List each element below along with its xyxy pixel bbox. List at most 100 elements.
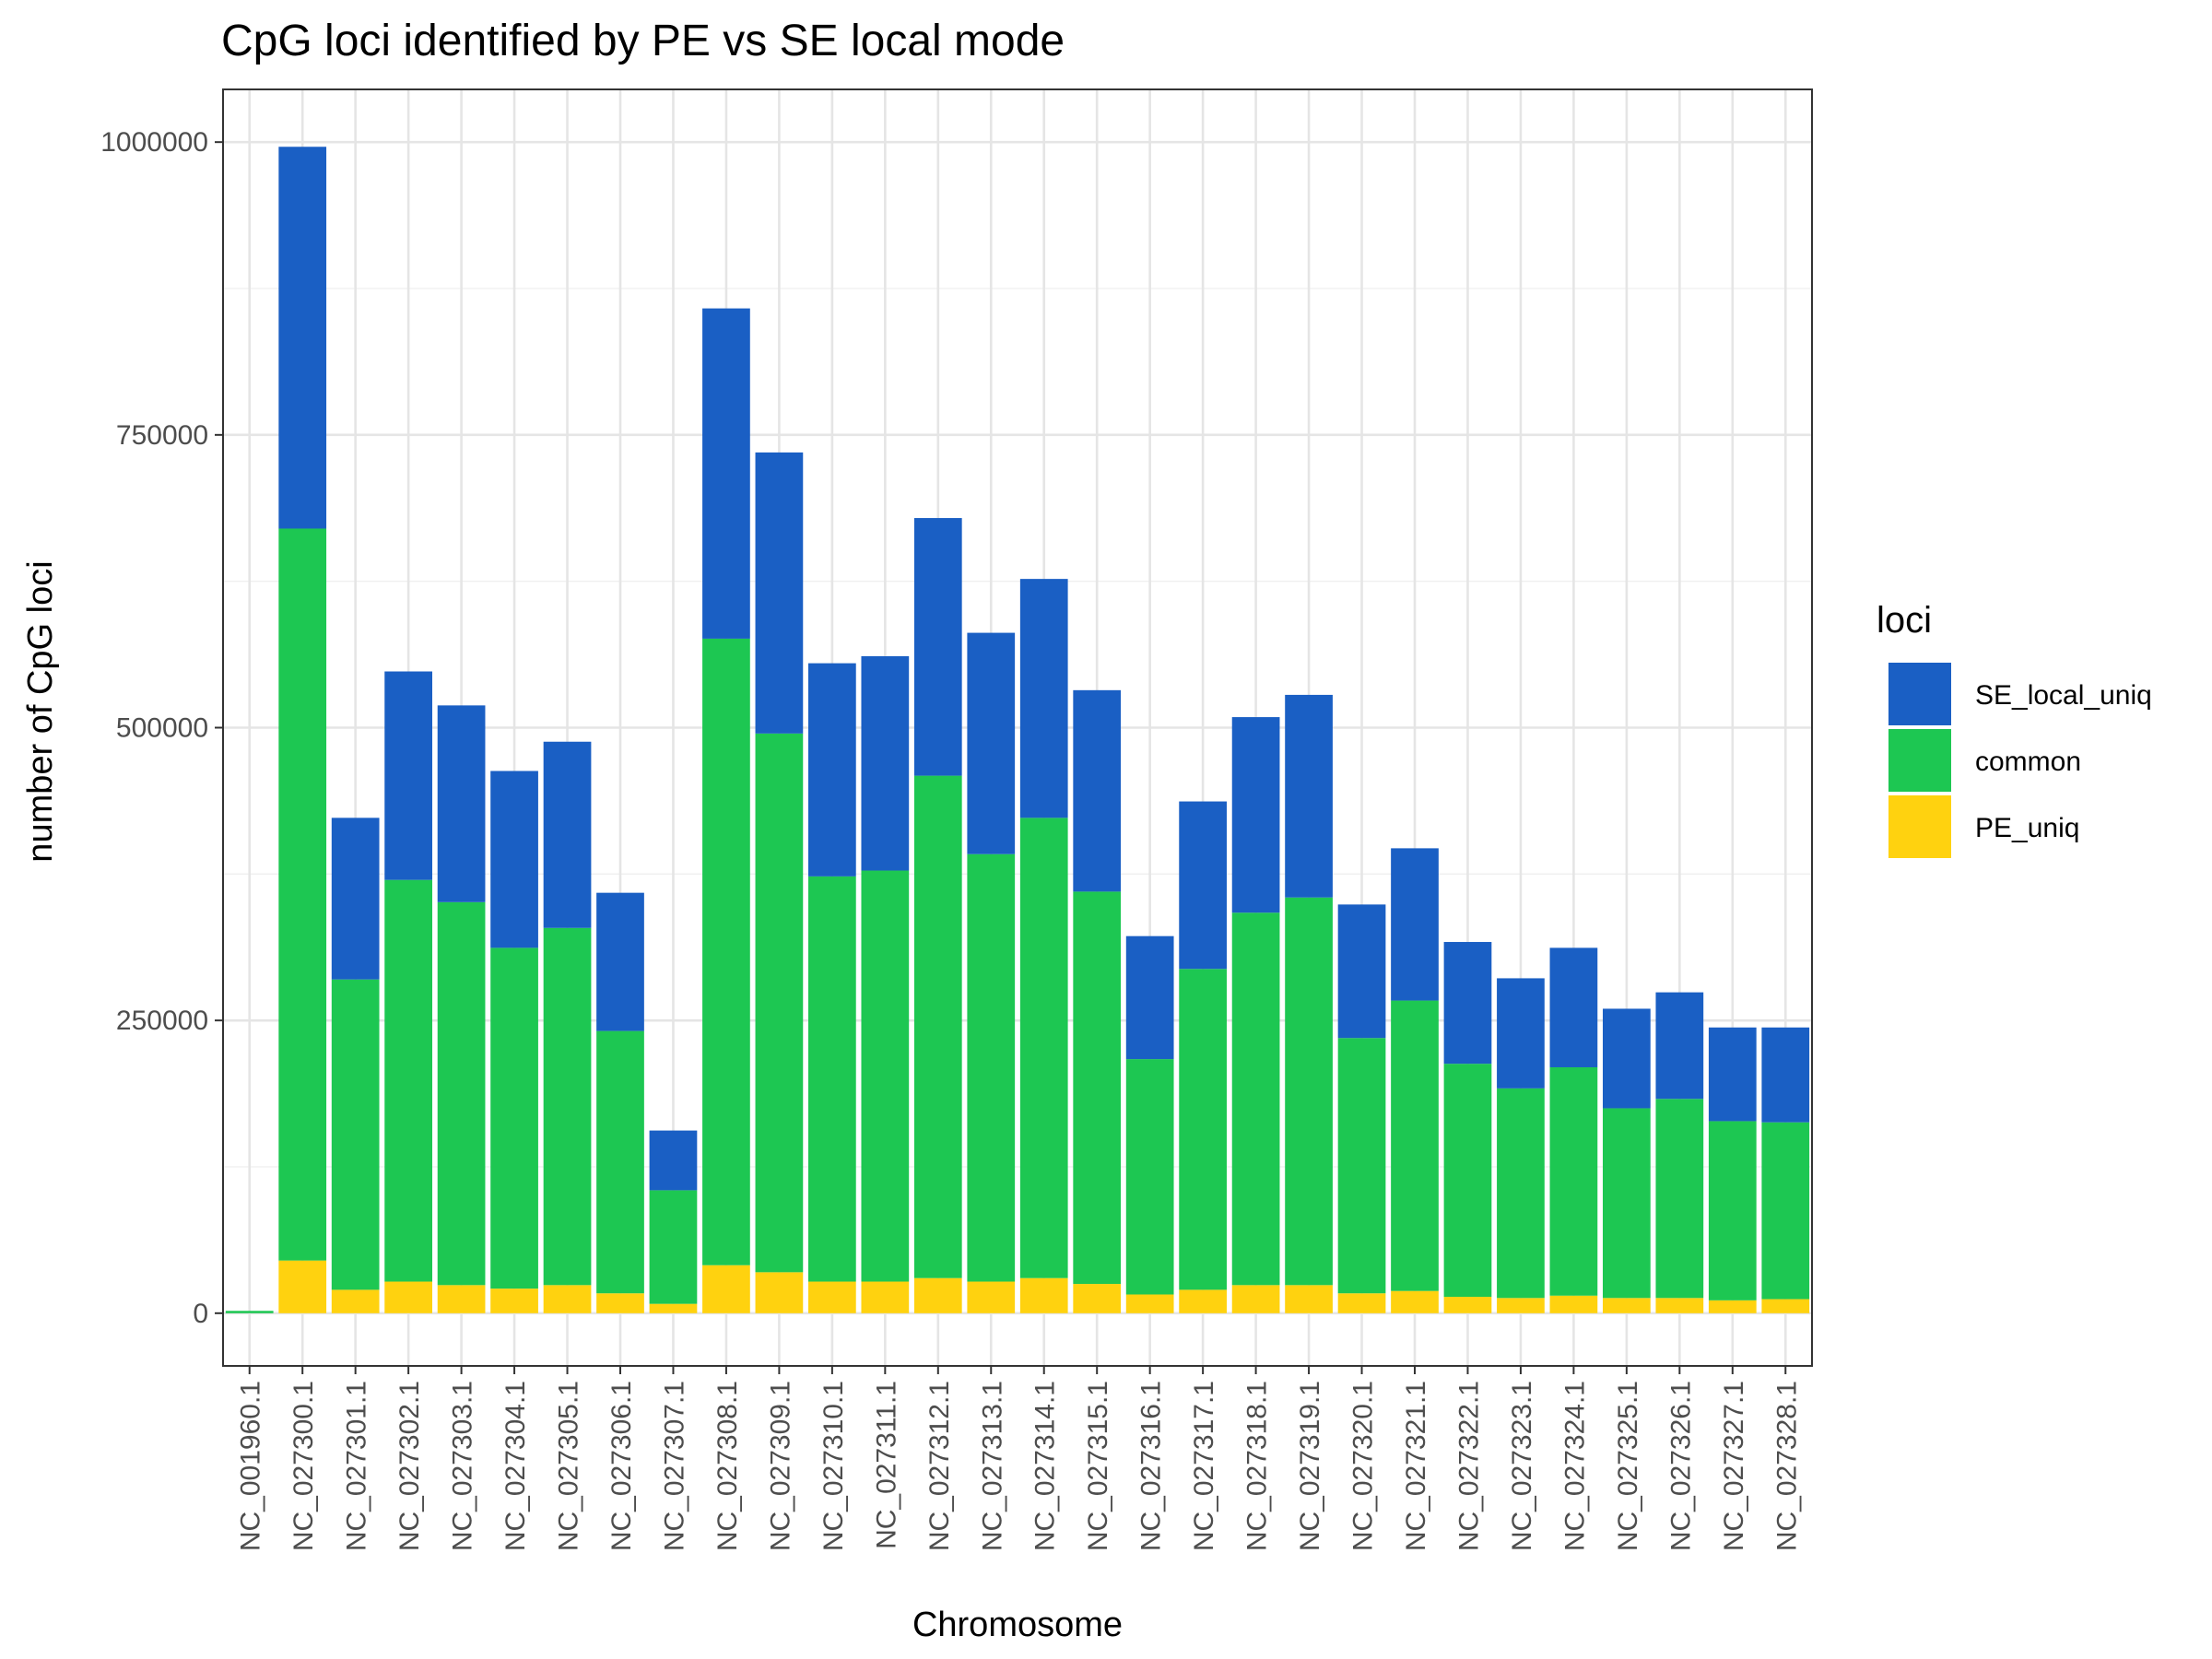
bar-se-local-uniq: [1497, 978, 1545, 1088]
bar-se-local-uniq: [649, 1130, 698, 1191]
x-tick-label: NC_027320.1: [1348, 1381, 1379, 1551]
bar-pe-uniq: [596, 1293, 644, 1313]
bar-pe-uniq: [967, 1281, 1016, 1313]
bar-se-local-uniq: [967, 632, 1016, 854]
y-tick-label: 750000: [116, 420, 208, 451]
x-tick-label: NC_027322.1: [1453, 1381, 1484, 1551]
bar-common: [1708, 1121, 1757, 1300]
bar-common: [1443, 1064, 1492, 1298]
bar-common: [1125, 1059, 1174, 1295]
bar-pe-uniq: [1179, 1289, 1227, 1313]
x-tick-label: NC_027325.1: [1613, 1381, 1643, 1551]
bar-common: [384, 879, 432, 1282]
bar-common: [755, 733, 804, 1273]
bar-common: [331, 979, 380, 1290]
bar-se-local-uniq: [1337, 904, 1386, 1039]
bar-pe-uniq: [1073, 1284, 1122, 1313]
y-tick-label: 250000: [116, 1006, 208, 1036]
bar-se-local-uniq: [490, 771, 538, 948]
x-tick-label: NC_027326.1: [1665, 1381, 1696, 1551]
bar-pe-uniq: [331, 1289, 380, 1313]
bar-se-local-uniq: [1708, 1027, 1757, 1122]
x-tick-label: NC_027305.1: [554, 1381, 584, 1551]
x-tick-label: NC_027310.1: [818, 1381, 849, 1551]
x-tick-label: NC_027318.1: [1242, 1381, 1273, 1551]
legend-title: loci: [1877, 600, 1932, 641]
bar-se-local-uniq: [808, 663, 856, 877]
bar-common: [596, 1030, 644, 1294]
bar-se-local-uniq: [1179, 801, 1227, 970]
x-tick-label: NC_027300.1: [288, 1381, 319, 1551]
x-tick-label: NC_027321.1: [1401, 1381, 1431, 1551]
bar-pe-uniq: [1655, 1298, 1704, 1313]
bar-se-local-uniq: [1761, 1027, 1810, 1123]
bar-se-local-uniq: [384, 671, 432, 880]
bar-common: [1761, 1122, 1810, 1300]
x-tick-label: NC_027313.1: [977, 1381, 1007, 1551]
y-axis-title: number of CpG loci: [21, 560, 60, 862]
bar-common: [1337, 1038, 1386, 1294]
bar-common: [543, 927, 592, 1286]
x-tick-label: NC_027323.1: [1507, 1381, 1537, 1551]
bar-pe-uniq: [702, 1265, 750, 1313]
bar-se-local-uniq: [913, 518, 962, 776]
chart-title: CpG loci identified by PE vs SE local mo…: [221, 17, 1065, 65]
bars: [225, 147, 1810, 1313]
y-axis: 0 250000 500000 750000 1000000: [100, 127, 223, 1329]
x-tick-label: NC_027306.1: [606, 1381, 637, 1551]
bar-common: [437, 901, 486, 1286]
bar-common: [1391, 1000, 1439, 1291]
bar-common: [967, 853, 1016, 1282]
bar-se-local-uniq: [1655, 992, 1704, 1100]
x-tick-label: NC_027328.1: [1771, 1381, 1802, 1551]
x-tick-label: NC_027308.1: [712, 1381, 743, 1551]
bar-se-local-uniq: [543, 741, 592, 928]
bar-pe-uniq: [1497, 1298, 1545, 1313]
bar-common: [1073, 891, 1122, 1285]
bar-common: [1497, 1088, 1545, 1299]
bar-se-local-uniq: [331, 818, 380, 980]
legend-key-se-local-uniq: [1888, 663, 1951, 725]
bar-se-local-uniq: [755, 452, 804, 734]
x-tick-label: NC_027315.1: [1083, 1381, 1113, 1551]
x-tick-label: NC_027309.1: [765, 1381, 795, 1551]
bar-common: [649, 1190, 698, 1304]
y-tick-label: 1000000: [100, 127, 208, 158]
bar-pe-uniq: [1125, 1294, 1174, 1313]
bar-pe-uniq: [1603, 1298, 1651, 1313]
bar-common: [1603, 1108, 1651, 1299]
bar-pe-uniq: [437, 1285, 486, 1313]
x-tick-label: NC_027316.1: [1136, 1381, 1167, 1551]
legend-label: SE_local_uniq: [1975, 680, 2152, 711]
bar-pe-uniq: [543, 1285, 592, 1313]
legend-label: PE_uniq: [1975, 813, 2079, 843]
bar-common: [490, 947, 538, 1289]
bar-common: [702, 638, 750, 1265]
bar-common: [861, 870, 910, 1282]
bar-common: [225, 1311, 274, 1313]
bar-common: [913, 775, 962, 1278]
x-tick-label: NC_001960.1: [236, 1381, 266, 1551]
bar-common: [1655, 1099, 1704, 1299]
bar-se-local-uniq: [861, 655, 910, 871]
bar-common: [808, 876, 856, 1282]
y-tick-label: 0: [193, 1299, 208, 1329]
bar-se-local-uniq: [278, 147, 327, 529]
bar-se-local-uniq: [1285, 694, 1333, 898]
x-tick-label: NC_027317.1: [1189, 1381, 1219, 1551]
bar-se-local-uniq: [1603, 1008, 1651, 1109]
bar-se-local-uniq: [1125, 935, 1174, 1060]
x-tick-label: NC_027327.1: [1719, 1381, 1749, 1551]
x-axis-title: Chromosome: [912, 1606, 1123, 1644]
x-axis: NC_001960.1 NC_027300.1 NC_027301.1 NC_0273…: [236, 1366, 1802, 1551]
x-tick-label: NC_027314.1: [1030, 1381, 1061, 1551]
bar-pe-uniq: [278, 1260, 327, 1313]
bar-pe-uniq: [1337, 1293, 1386, 1313]
x-tick-label: NC_027307.1: [659, 1381, 689, 1551]
bar-pe-uniq: [1708, 1300, 1757, 1313]
bar-se-local-uniq: [1443, 942, 1492, 1065]
bar-pe-uniq: [755, 1272, 804, 1313]
bar-pe-uniq: [861, 1281, 910, 1313]
